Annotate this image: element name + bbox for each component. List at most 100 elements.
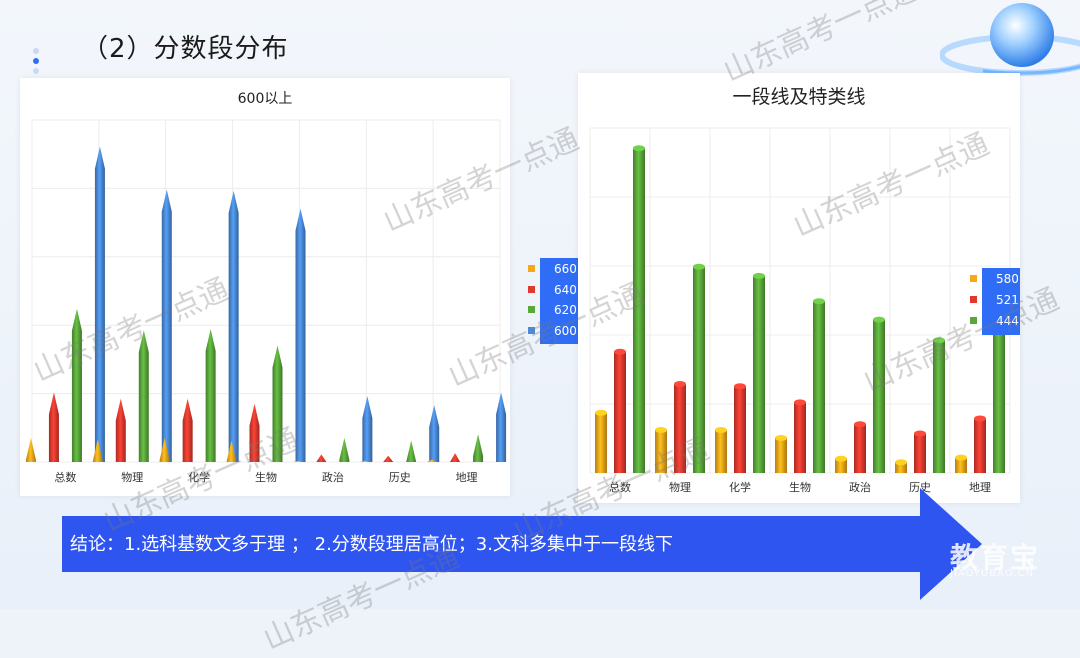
category-label: 物理 xyxy=(121,470,143,484)
bar-政治-444 xyxy=(873,319,885,473)
bar-历史-521 xyxy=(914,433,926,473)
bar-历史-600 xyxy=(429,405,440,462)
chart-title: 600以上 xyxy=(238,91,293,107)
bar-cap-地理-521 xyxy=(974,415,986,422)
bar-cap-历史-580 xyxy=(895,459,907,466)
bar-cap-生物-580 xyxy=(775,435,787,442)
bar-政治-521 xyxy=(854,424,866,473)
bar-cap-物理-444 xyxy=(693,263,705,270)
bar-总数-620 xyxy=(71,308,82,462)
category-label: 总数 xyxy=(54,470,76,484)
bar-地理-620 xyxy=(473,434,484,462)
legend-background xyxy=(982,268,1020,335)
bar-化学-444 xyxy=(753,275,765,473)
conclusion-text: 结论：1.选科基数文多于理 ； 2.分数段理居高位；3.文科多集中于一段线下 xyxy=(70,534,673,555)
legend-label: 600 xyxy=(554,323,577,338)
legend-swatch xyxy=(970,275,977,282)
bar-化学-600 xyxy=(228,190,239,462)
category-label: 历史 xyxy=(389,471,411,484)
bar-总数-444 xyxy=(633,148,645,473)
bar-cap-总数-580 xyxy=(595,409,607,416)
bar-政治-660 xyxy=(293,460,304,462)
bar-生物-521 xyxy=(794,402,806,473)
bar-地理-521 xyxy=(974,418,986,473)
bar-总数-660 xyxy=(25,437,36,462)
bar-历史-640 xyxy=(383,455,394,462)
bar-cap-地理-580 xyxy=(955,454,967,461)
legend-label: 444 xyxy=(996,314,1019,328)
chart-panel-600: 600以上 总数 物理 化学 生物 政治 历史 地理 xyxy=(20,78,510,496)
bar-物理-521 xyxy=(674,384,686,473)
bar-政治-600 xyxy=(362,396,373,462)
bar-政治-640 xyxy=(316,454,327,462)
legend-line: 580 521 444 xyxy=(970,268,1020,335)
bar-cap-生物-444 xyxy=(813,298,825,305)
bar-化学-620 xyxy=(205,329,216,462)
bar-历史-444 xyxy=(933,340,945,473)
decor-dots xyxy=(33,48,41,78)
category-label: 地理 xyxy=(969,481,991,494)
legend-label: 580 xyxy=(996,272,1019,286)
legend-swatch xyxy=(970,317,977,324)
bar-物理-640 xyxy=(115,398,126,462)
bar-生物-620 xyxy=(272,345,283,462)
category-label: 总数 xyxy=(609,480,631,494)
bar-cap-化学-444 xyxy=(753,272,765,279)
category-label: 生物 xyxy=(255,470,277,484)
bar-cap-政治-580 xyxy=(835,455,847,462)
bar-物理-620 xyxy=(138,330,149,462)
bar-物理-660 xyxy=(92,439,103,462)
bar-生物-444 xyxy=(813,301,825,473)
bar-化学-660 xyxy=(159,437,170,462)
legend-background xyxy=(540,258,578,344)
page-title: （2）分数段分布 xyxy=(82,34,289,64)
bar-cap-政治-444 xyxy=(873,316,885,323)
category-label: 生物 xyxy=(789,480,811,494)
bar-cap-物理-580 xyxy=(655,427,667,433)
bar-政治-580 xyxy=(835,458,847,473)
bar-地理-640 xyxy=(450,453,461,462)
legend-swatch xyxy=(970,296,977,303)
legend-600: 660 640 620 600 xyxy=(528,258,578,344)
bar-地理-580 xyxy=(955,457,967,473)
category-label: 政治 xyxy=(322,470,344,484)
bar-历史-580 xyxy=(895,462,907,473)
chart-panel-line: 一段线及特类线 总数 物理 化学 生物 政治 历史 地理 xyxy=(578,73,1020,503)
bar-化学-640 xyxy=(182,398,193,462)
bar-cap-历史-521 xyxy=(914,430,926,437)
bar-地理-660 xyxy=(427,459,438,462)
legend-label: 521 xyxy=(996,293,1019,307)
bar-cap-化学-580 xyxy=(715,427,727,433)
bar-cap-总数-521 xyxy=(614,348,626,355)
bar-总数-600 xyxy=(94,146,105,462)
bar-cap-历史-444 xyxy=(933,337,945,344)
bar-cap-化学-521 xyxy=(734,383,746,390)
bar-地理-444 xyxy=(993,305,1005,473)
bar-地理-600 xyxy=(496,392,507,462)
bar-生物-600 xyxy=(295,208,306,462)
legend-label: 620 xyxy=(554,303,577,317)
bar-cap-物理-521 xyxy=(674,381,686,387)
bar-历史-620 xyxy=(406,440,417,462)
bar-物理-444 xyxy=(693,266,705,473)
bar-历史-660 xyxy=(360,460,371,462)
category-label: 地理 xyxy=(456,471,478,484)
bar-政治-620 xyxy=(339,437,350,462)
bar-生物-640 xyxy=(249,403,260,462)
legend-swatch xyxy=(528,326,535,334)
bar-生物-580 xyxy=(775,438,787,473)
planet-logo-icon xyxy=(940,3,1080,76)
legend-label: 640 xyxy=(554,282,577,297)
bar-化学-580 xyxy=(715,430,727,473)
bar-cap-政治-521 xyxy=(854,421,866,428)
bar-化学-521 xyxy=(734,386,746,473)
bar-生物-660 xyxy=(226,440,237,462)
bar-总数-521 xyxy=(614,351,626,473)
bar-物理-580 xyxy=(655,430,667,473)
brand-url: JIAOYUBAO.CN xyxy=(950,568,1034,579)
legend-swatch xyxy=(528,285,535,293)
bar-总数-640 xyxy=(48,392,59,462)
brand-logo: 教育宝 xyxy=(950,541,1041,574)
